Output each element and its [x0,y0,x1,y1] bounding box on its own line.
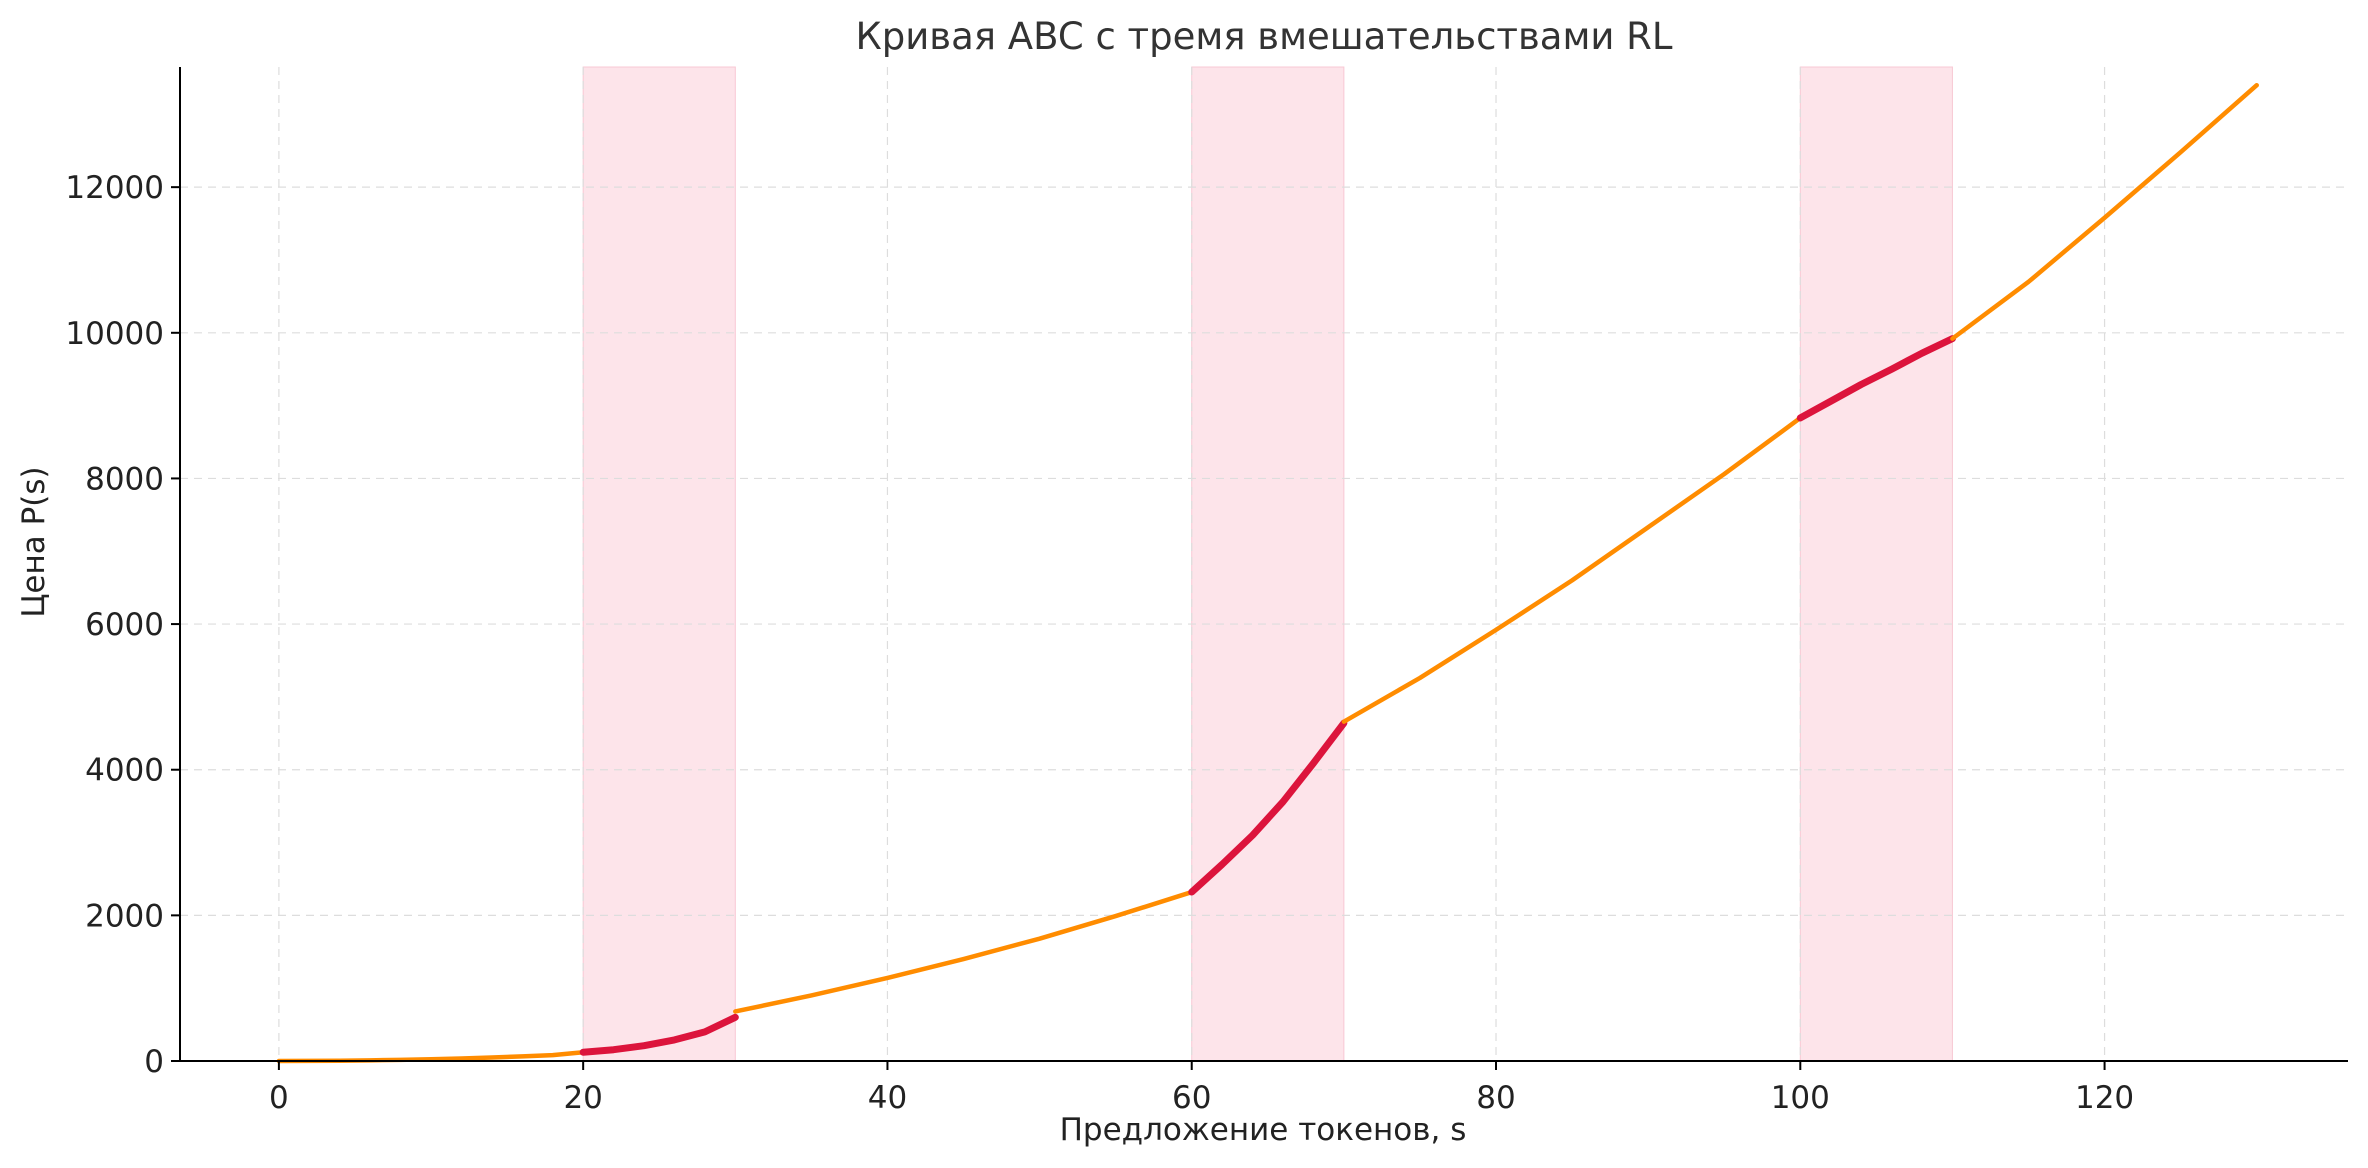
intervention-band-3 [1799,66,1953,1062]
series-line-rl-3 [1796,335,1956,422]
axes [171,67,2348,1070]
intervention-band-1 [582,66,736,1062]
series-line-rl-2 [1188,719,1348,896]
intervention-band-2 [1191,66,1345,1062]
chart-title: Кривая ABC с тремя вмешательствами RL [856,15,1673,58]
y-tick-label: 4000 [85,753,164,789]
series-line-base-4 [1950,82,2259,341]
x-tick-label: 0 [269,1080,289,1116]
y-tick-label: 0 [144,1044,164,1080]
series-line-base-3 [1341,415,1803,724]
x-tick-label: 20 [563,1080,602,1116]
y-tick-label: 12000 [65,170,164,206]
x-tick-label: 100 [1771,1080,1830,1116]
intervention-bands [582,66,1953,1062]
series-lines [276,82,2259,1064]
y-tick-label: 6000 [85,607,164,643]
y-tick-label: 10000 [65,316,164,352]
tick-labels: 0 20 40 60 80 100 120 0 2000 4000 6000 8000 10000 120… [65,170,2134,1116]
series-line-base-2 [733,889,1194,1014]
x-tick-label: 120 [2075,1080,2134,1116]
x-tick-label: 60 [1172,1080,1211,1116]
x-tick-label: 80 [1476,1080,1515,1116]
x-axis-label: Предложение токенов, s [1060,1112,1467,1148]
series-line-rl-1 [579,1013,739,1056]
series-line-base-1 [276,1050,586,1064]
x-tick-label: 40 [868,1080,907,1116]
y-tick-label: 2000 [85,898,164,934]
y-axis-label: Цена P(s) [16,466,52,617]
y-tick-label: 8000 [85,461,164,497]
